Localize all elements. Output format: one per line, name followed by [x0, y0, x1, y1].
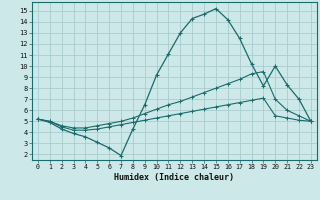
X-axis label: Humidex (Indice chaleur): Humidex (Indice chaleur): [115, 173, 234, 182]
